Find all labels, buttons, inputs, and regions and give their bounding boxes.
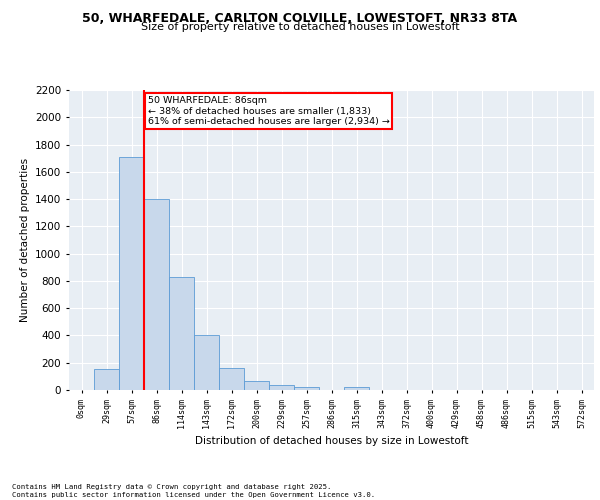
- Bar: [219, 368, 244, 390]
- Bar: [244, 381, 269, 390]
- Bar: [294, 388, 319, 390]
- Text: 50 WHARFEDALE: 86sqm
← 38% of detached houses are smaller (1,833)
61% of semi-de: 50 WHARFEDALE: 86sqm ← 38% of detached h…: [148, 96, 389, 126]
- Text: 50, WHARFEDALE, CARLTON COLVILLE, LOWESTOFT, NR33 8TA: 50, WHARFEDALE, CARLTON COLVILLE, LOWEST…: [82, 12, 518, 26]
- Bar: [344, 388, 369, 390]
- Bar: [94, 369, 119, 390]
- Bar: [269, 385, 294, 390]
- Text: Contains HM Land Registry data © Crown copyright and database right 2025.
Contai: Contains HM Land Registry data © Crown c…: [12, 484, 375, 498]
- Bar: [144, 199, 169, 390]
- X-axis label: Distribution of detached houses by size in Lowestoft: Distribution of detached houses by size …: [195, 436, 468, 446]
- Text: Size of property relative to detached houses in Lowestoft: Size of property relative to detached ho…: [140, 22, 460, 32]
- Bar: [119, 157, 144, 390]
- Bar: [194, 336, 219, 390]
- Bar: [169, 277, 194, 390]
- Y-axis label: Number of detached properties: Number of detached properties: [20, 158, 29, 322]
